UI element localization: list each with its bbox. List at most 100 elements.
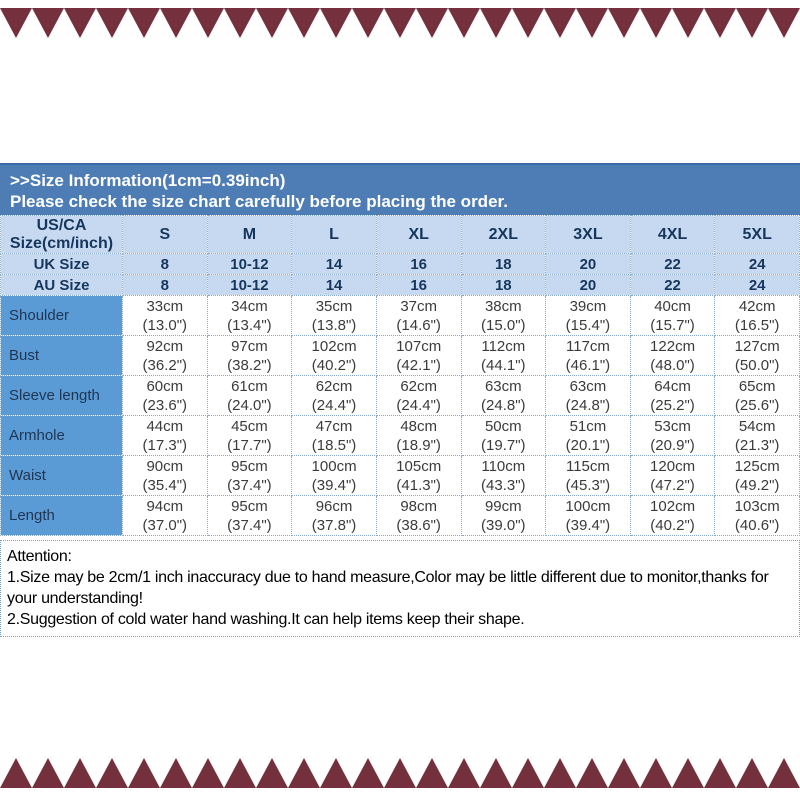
measure-cell: 103cm (40.6") (714, 495, 800, 536)
measure-inch: (18.5") (311, 436, 357, 454)
measure-cm: 95cm (231, 497, 268, 515)
measure-cm: 103cm (734, 497, 780, 515)
corner-line1: US/CA (36, 216, 87, 234)
au-size-value: 22 (629, 274, 716, 296)
size-header-m: M (206, 215, 293, 254)
measure-cell: 45cm (17.7") (206, 415, 293, 456)
uk-size-row: UK Size 8 10-12 14 16 18 20 22 24 (0, 253, 800, 275)
measure-inch: (24.8") (481, 396, 526, 414)
measure-cm: 102cm (311, 337, 357, 355)
measure-cm: 33cm (146, 297, 184, 315)
measure-inch: (15.7") (650, 316, 695, 334)
measure-inch: (39.0") (481, 516, 526, 534)
measure-inch: (13.8") (311, 316, 357, 334)
au-size-value: 20 (545, 274, 631, 296)
zigzag-bottom-border (0, 756, 800, 788)
header-subtitle: Please check the size chart carefully be… (10, 192, 508, 211)
measure-cm: 48cm (400, 417, 438, 435)
uk-size-value: 8 (122, 253, 208, 275)
measure-cell: 47cm (18.5") (291, 415, 377, 456)
measure-inch: (39.4") (311, 476, 357, 494)
uk-size-value: 20 (545, 253, 631, 275)
measure-inch: (20.9") (650, 436, 695, 454)
measure-cm: 40cm (654, 297, 691, 315)
measure-cell: 54cm (21.3") (714, 415, 800, 456)
measure-cell: 33cm (13.0") (122, 295, 208, 336)
measure-cell: 98cm (38.6") (375, 495, 462, 536)
measure-inch: (48.0") (650, 356, 695, 374)
measure-cm: 102cm (650, 497, 696, 515)
au-size-value: 18 (460, 274, 547, 296)
row-label: Length (0, 495, 123, 536)
row-label: Shoulder (0, 295, 123, 336)
measure-inch: (49.2") (734, 476, 780, 494)
measure-cm: 97cm (231, 337, 268, 355)
measure-cell: 100cm (39.4") (291, 455, 377, 496)
measure-inch: (46.1") (565, 356, 611, 374)
measure-inch: (45.3") (565, 476, 611, 494)
measure-cell: 92cm (36.2") (122, 335, 208, 376)
measure-cm: 96cm (315, 497, 353, 515)
measure-inch: (37.4") (227, 476, 272, 494)
measure-cm: 37cm (400, 297, 438, 315)
measure-cell: 38cm (15.0") (460, 295, 547, 336)
measure-cell: 61cm (24.0") (206, 375, 293, 416)
measure-cm: 63cm (569, 377, 607, 395)
measure-cm: 38cm (484, 297, 522, 315)
measure-cell: 117cm (46.1") (545, 335, 631, 376)
measure-cell: 50cm (19.7") (460, 415, 547, 456)
measure-cm: 100cm (565, 497, 611, 515)
measure-inch: (47.2") (650, 476, 695, 494)
measure-cell: 95cm (37.4") (206, 495, 293, 536)
measure-row-sleeve-length: Sleeve length 60cm (23.6") 61cm (24.0") 62cm(… (0, 375, 800, 416)
size-header-row: US/CA Size(cm/inch) S M L XL 2XL 3XL 4XL 5XL (0, 215, 800, 254)
au-size-row: AU Size 8 10-12 14 16 18 20 22 24 (0, 274, 800, 296)
measure-cm: 63cm (484, 377, 522, 395)
measure-cm: 45cm (231, 417, 268, 435)
measure-cm: 39cm (569, 297, 607, 315)
measure-inch: (24.8") (565, 396, 611, 414)
measure-cm: 61cm (231, 377, 268, 395)
measure-cm: 34cm (231, 297, 268, 315)
measure-cm: 62cm (400, 377, 438, 395)
measure-cm: 90cm (146, 457, 184, 475)
measure-cell: 96cm (37.8") (291, 495, 377, 536)
measure-cm: 110cm (481, 457, 526, 475)
au-size-value: 24 (714, 274, 800, 296)
size-header-3xl: 3XL (545, 215, 631, 254)
measure-cell: 44cm (17.3") (122, 415, 208, 456)
measure-inch: (42.1") (396, 356, 441, 374)
measure-inch: (39.4") (565, 516, 611, 534)
measure-cell: 94cm (37.0") (122, 495, 208, 536)
uk-size-value: 16 (375, 253, 462, 275)
measure-cell: 39cm (15.4") (545, 295, 631, 336)
measure-cell: 122cm (48.0") (629, 335, 716, 376)
measure-cm: 112cm (481, 337, 526, 355)
header-band: >>Size Information(1cm=0.39inch) Please … (0, 163, 800, 215)
measure-cell: 51cm (20.1") (545, 415, 631, 456)
measure-inch: (44.1") (481, 356, 526, 374)
measure-row-length: Length 94cm (37.0") 95cm (37.4") 96cm (37.8") 9… (0, 495, 800, 536)
measure-cm: 53cm (654, 417, 691, 435)
measure-inch: (15.0") (481, 316, 526, 334)
measure-inch: (24.4") (311, 396, 357, 414)
measure-inch: (40.2") (311, 356, 357, 374)
uk-size-value: 24 (714, 253, 800, 275)
measure-cell: 97cm (38.2") (206, 335, 293, 376)
measure-inch: (21.3") (734, 436, 780, 454)
measure-inch: (38.2") (227, 356, 272, 374)
measure-cell: 53cm (20.9") (629, 415, 716, 456)
measure-cell: 107cm (42.1") (375, 335, 462, 376)
measure-cell: 62cm (24.4") (291, 375, 377, 416)
measure-cm: 54cm (738, 417, 776, 435)
measure-cell: 37cm (14.6") (375, 295, 462, 336)
measure-cm: 98cm (400, 497, 438, 515)
au-size-value: 8 (122, 274, 208, 296)
size-header-5xl: 5XL (714, 215, 800, 254)
size-header-4xl: 4XL (629, 215, 716, 254)
attention-line-1: 1.Size may be 2cm/1 inch inaccuracy due … (7, 569, 769, 607)
measure-cm: 100cm (311, 457, 357, 475)
measure-cell: 60cm (23.6") (122, 375, 208, 416)
measure-cm: 107cm (396, 337, 442, 355)
